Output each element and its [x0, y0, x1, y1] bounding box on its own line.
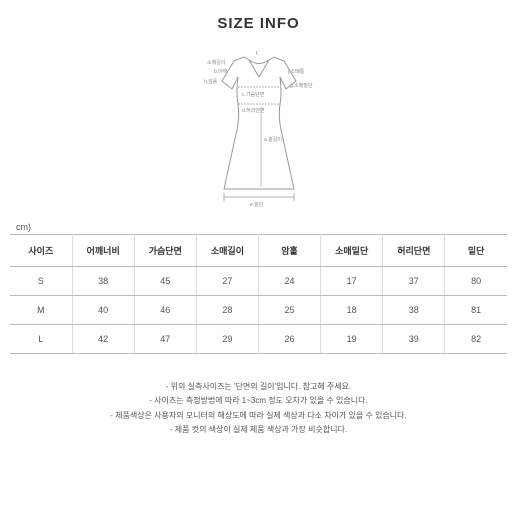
table-row: M40462825183881: [10, 296, 507, 325]
size-table: 사이즈 어깨너비 가슴단면 소매길이 암홀 소매밑단 허리단면 밑단 S3845…: [10, 234, 507, 354]
table-cell: 39: [383, 325, 445, 354]
label-length: a.총길이: [264, 136, 282, 143]
page-title: SIZE INFO: [217, 15, 299, 32]
label-sleeve: 소매길이: [207, 59, 225, 66]
note-line: - 위의 실측사이즈는 '단면의 길이'입니다. 참고해 주세요.: [110, 380, 407, 394]
table-cell: 81: [445, 296, 507, 325]
col-header: 소매길이: [196, 235, 258, 267]
label-g: g.소매밑단: [290, 82, 313, 89]
col-header: 사이즈: [10, 235, 72, 267]
unit-label: cm): [16, 222, 31, 232]
table-cell: 46: [134, 296, 196, 325]
table-cell: 38: [383, 296, 445, 325]
table-cell: 29: [196, 325, 258, 354]
label-hem: h.암홀: [204, 78, 218, 85]
table-cell: M: [10, 296, 72, 325]
col-header: 어깨너비: [72, 235, 134, 267]
table-header-row: 사이즈 어깨너비 가슴단면 소매길이 암홀 소매밑단 허리단면 밑단: [10, 235, 507, 267]
table-cell: 19: [321, 325, 383, 354]
label-bottom: e.밑단: [250, 201, 264, 208]
label-f: f.: [256, 51, 259, 57]
table-cell: 24: [259, 267, 321, 296]
table-cell: 28: [196, 296, 258, 325]
table-cell: 45: [134, 267, 196, 296]
table-cell: 47: [134, 325, 196, 354]
label-shoulder: b.어깨: [214, 68, 228, 75]
note-line: - 제품색상은 사용자의 모니터의 해상도에 따라 실제 색상과 다소 차이가 …: [110, 409, 407, 423]
col-header: 가슴단면: [134, 235, 196, 267]
label-bust: c.가슴단면: [242, 91, 265, 98]
label-waist: d.허리단면: [242, 107, 265, 114]
table-row: L42472926193982: [10, 325, 507, 354]
col-header: 밑단: [445, 235, 507, 267]
table-cell: 37: [383, 267, 445, 296]
table-cell: 82: [445, 325, 507, 354]
col-header: 소매밑단: [321, 235, 383, 267]
table-row: S38452724173780: [10, 267, 507, 296]
col-header: 허리단면: [383, 235, 445, 267]
table-cell: 18: [321, 296, 383, 325]
notes: - 위의 실측사이즈는 '단면의 길이'입니다. 참고해 주세요. - 사이즈는…: [110, 380, 407, 438]
table-cell: L: [10, 325, 72, 354]
table-cell: 26: [259, 325, 321, 354]
table-cell: S: [10, 267, 72, 296]
note-line: - 사이즈는 측정방법에 따라 1~3cm 정도 오차가 있을 수 있습니다.: [110, 394, 407, 408]
table-cell: 38: [72, 267, 134, 296]
table-cell: 40: [72, 296, 134, 325]
table-cell: 17: [321, 267, 383, 296]
col-header: 암홀: [259, 235, 321, 267]
table-cell: 80: [445, 267, 507, 296]
note-line: - 제품 컷의 색상이 실제 제품 색상과 가장 비슷합니다.: [110, 423, 407, 437]
label-sleevehem: j.소매통: [287, 68, 305, 75]
size-diagram: f. 소매길이 b.어깨 h.암홀 c.가슴단면 d.허리단면 a.총길이 e.…: [10, 44, 507, 214]
table-cell: 42: [72, 325, 134, 354]
table-cell: 27: [196, 267, 258, 296]
table-cell: 25: [259, 296, 321, 325]
